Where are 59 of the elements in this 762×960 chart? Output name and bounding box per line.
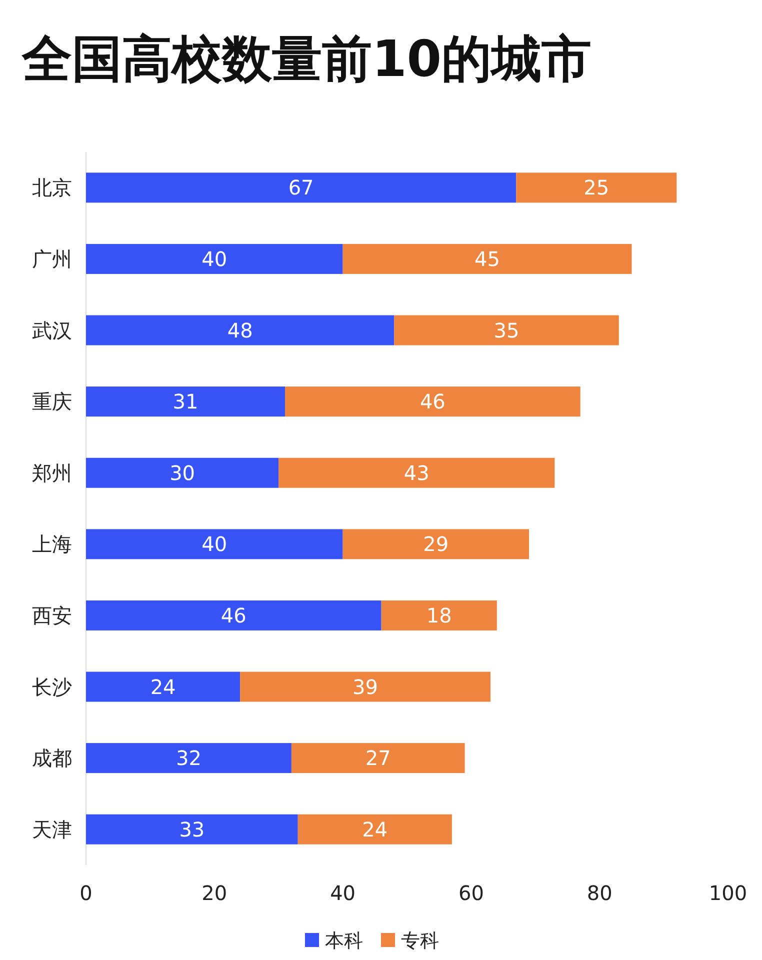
x-tick-label: 80: [586, 881, 612, 905]
bar: [381, 600, 497, 630]
bar: [342, 244, 632, 274]
legend-label: 专科: [401, 930, 439, 952]
x-tick-label: 100: [708, 881, 748, 905]
data-label: 30: [170, 460, 196, 485]
bar: [86, 458, 279, 488]
y-tick-label: 郑州: [32, 460, 72, 485]
bar: [86, 172, 516, 203]
bar: [86, 672, 240, 702]
y-tick-label: 重庆: [32, 390, 72, 414]
data-label: 46: [220, 603, 246, 628]
data-label: 25: [584, 176, 610, 200]
data-label: 29: [423, 532, 449, 556]
y-tick-label: 成都: [32, 746, 72, 770]
data-label: 33: [179, 817, 205, 842]
data-label: 18: [426, 603, 452, 628]
bar: [394, 315, 619, 346]
bar: [86, 386, 286, 417]
y-tick-label: 天津: [32, 817, 72, 842]
data-label: 40: [202, 246, 228, 271]
x-tick-label: 20: [202, 881, 228, 905]
bar: [86, 600, 382, 630]
data-label: 39: [352, 674, 378, 699]
data-label: 32: [176, 746, 202, 770]
data-label: 31: [172, 390, 198, 414]
bar: [240, 672, 490, 702]
y-tick-label: 上海: [32, 532, 72, 556]
y-tick-label: 长沙: [32, 674, 72, 699]
bar: [278, 458, 555, 488]
data-label: 43: [404, 460, 430, 485]
bar: [291, 743, 465, 774]
y-tick-label: 西安: [32, 603, 72, 628]
bar: [86, 315, 394, 346]
bar: [516, 172, 677, 203]
bar: [342, 529, 529, 560]
data-label: 27: [365, 746, 391, 770]
bar: [298, 814, 452, 844]
y-tick-label: 广州: [32, 246, 72, 271]
data-label: 67: [288, 176, 314, 200]
bar: [86, 529, 343, 560]
bar: [285, 386, 580, 417]
x-tick-label: 60: [458, 881, 484, 905]
legend-label: 本科: [325, 930, 363, 952]
data-label: 35: [494, 318, 520, 342]
bar: [86, 244, 343, 274]
bar: [86, 814, 298, 844]
bar: [86, 743, 292, 774]
data-label: 46: [420, 390, 446, 414]
data-label: 24: [150, 674, 176, 699]
y-tick-label: 武汉: [32, 318, 72, 342]
data-label: 24: [362, 817, 388, 842]
y-tick-label: 北京: [32, 176, 72, 200]
data-label: 45: [474, 246, 500, 271]
chart-title: 全国高校数量前10的城市: [21, 30, 592, 88]
data-label: 40: [202, 532, 228, 556]
data-label: 48: [227, 318, 253, 342]
x-tick-label: 40: [330, 881, 356, 905]
x-tick-label: 0: [80, 881, 92, 905]
